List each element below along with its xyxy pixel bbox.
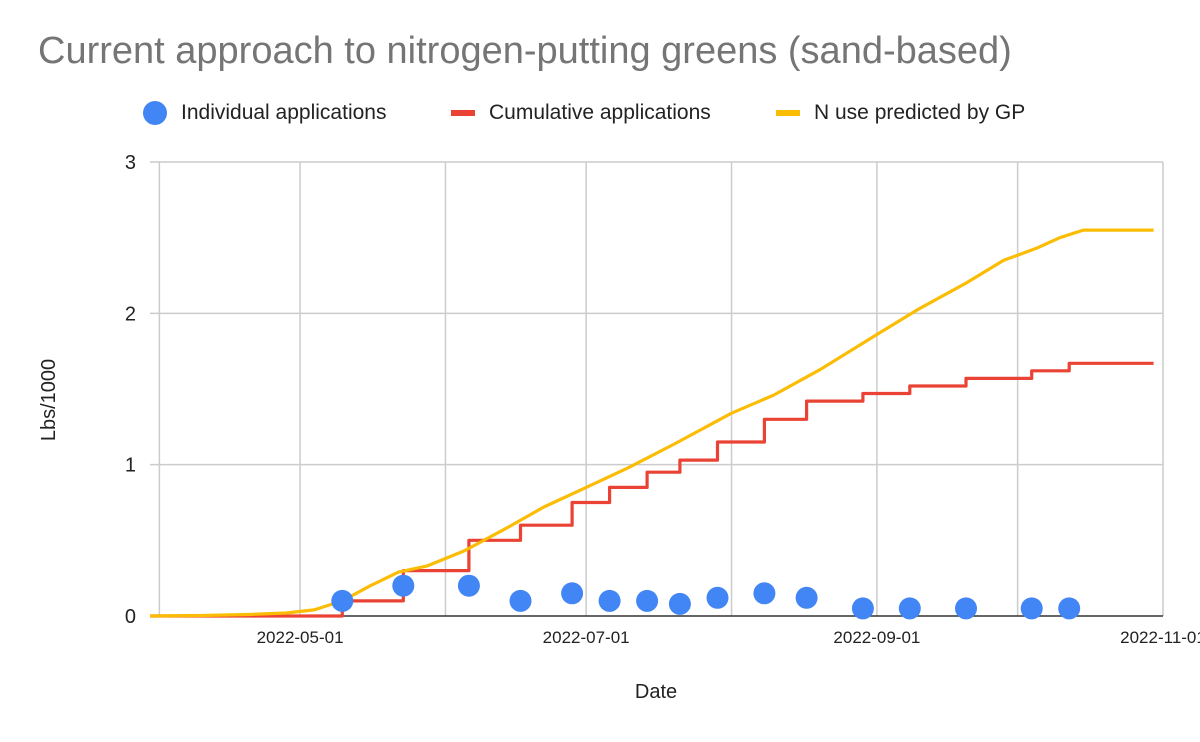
- data-point-individual-applications: [561, 582, 584, 605]
- legend-swatch-cumulative-applications: [451, 110, 475, 116]
- legend-label-n-use-predicted: N use predicted by GP: [814, 101, 1026, 124]
- y-tick-label: 1: [125, 455, 136, 477]
- data-point-individual-applications: [851, 597, 874, 620]
- legend-label-cumulative-applications: Cumulative applications: [489, 101, 711, 124]
- series-layer: [149, 228, 1154, 620]
- grid-lines: [150, 161, 1164, 616]
- series-line-n-use-predicted-by-gp: [149, 228, 1154, 618]
- x-axis-title: Date: [635, 681, 677, 703]
- y-tick-label: 2: [125, 303, 136, 325]
- legend-item-individual-applications[interactable]: Individual applications: [143, 95, 386, 131]
- legend-swatch-individual-applications: [143, 101, 167, 125]
- legend-swatch-n-use-predicted: [776, 110, 800, 116]
- x-tick-label: 2022-05-01: [257, 628, 344, 647]
- x-tick-label: 2022-09-01: [833, 628, 920, 647]
- data-point-individual-applications: [706, 586, 729, 609]
- y-axis-title: Lbs/1000: [38, 359, 60, 441]
- x-tick-label: 2022-07-01: [543, 628, 630, 647]
- data-point-individual-applications: [636, 589, 659, 612]
- tick-labels: 0 1 2 3 2022-05-01 2022-07-01 2022-09-01 2022-1…: [38, 152, 1200, 703]
- series-line-cumulative-applications: [150, 361, 1154, 618]
- data-point-individual-applications: [1020, 597, 1043, 620]
- data-point-individual-applications: [457, 574, 480, 597]
- chart-title: Current approach to nitrogen-putting gre…: [38, 30, 1012, 72]
- y-tick-label: 3: [125, 152, 136, 174]
- y-tick-label: 0: [125, 606, 136, 628]
- legend-item-cumulative-applications[interactable]: Cumulative applications: [451, 95, 711, 131]
- legend: Individual applications Cumulative appli…: [0, 95, 1200, 131]
- data-point-individual-applications: [795, 586, 818, 609]
- legend-item-n-use-predicted[interactable]: N use predicted by GP: [776, 95, 1025, 131]
- legend-label-individual-applications: Individual applications: [181, 101, 387, 124]
- data-point-individual-applications: [392, 574, 415, 597]
- data-point-individual-applications: [668, 592, 691, 615]
- data-point-individual-applications: [753, 582, 776, 605]
- data-point-individual-applications: [598, 589, 621, 612]
- data-point-individual-applications: [955, 597, 977, 620]
- data-point-individual-applications: [331, 589, 354, 612]
- data-point-individual-applications: [898, 597, 921, 620]
- data-point-individual-applications: [509, 589, 532, 612]
- x-tick-label: 2022-11-01: [1120, 628, 1200, 647]
- data-point-individual-applications: [1058, 597, 1081, 620]
